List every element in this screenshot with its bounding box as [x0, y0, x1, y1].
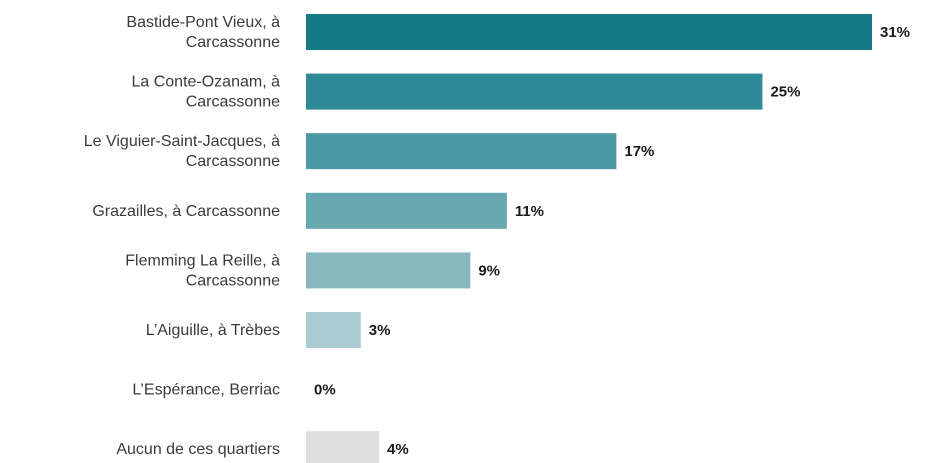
value-label: 0% [314, 382, 336, 399]
value-label: 3% [369, 322, 391, 339]
category-label: Aucun de ces quartiers [116, 441, 280, 458]
value-label: 25% [770, 84, 800, 101]
category-label-line: Carcassonne [186, 94, 280, 111]
category-label-line: Flemming La Reille, à [125, 252, 280, 269]
category-label-line: L’Espérance, Berriac [132, 382, 280, 399]
category-label-line: Carcassonne [186, 153, 280, 170]
category-label-line: L’Aiguille, à Trèbes [146, 322, 280, 339]
bar [306, 14, 872, 50]
bar [306, 192, 507, 229]
bar [306, 133, 617, 170]
category-label: L’Aiguille, à Trèbes [146, 322, 280, 339]
value-label: 17% [624, 143, 654, 160]
value-label: 11% [515, 203, 544, 220]
category-label-line: Aucun de ces quartiers [116, 441, 280, 458]
category-label: Flemming La Reille, à Carcassonne [125, 252, 280, 289]
bar [306, 73, 763, 110]
value-label: 31% [880, 24, 910, 41]
category-label-line: Carcassonne [186, 272, 280, 289]
category-label: Le Viguier-Saint-Jacques, à Carcassonne [84, 133, 280, 170]
bar [306, 431, 380, 463]
category-label: Grazailles, à Carcassonne [92, 203, 280, 220]
category-label: L’Espérance, Berriac [132, 382, 280, 399]
value-label: 9% [478, 262, 500, 279]
category-label-line: Le Viguier-Saint-Jacques, à [84, 133, 280, 150]
value-label: 4% [387, 441, 409, 458]
bar [306, 312, 361, 348]
category-label-line: Grazailles, à Carcassonne [92, 203, 280, 220]
category-label-line: Bastide-Pont Vieux, à [126, 14, 280, 31]
category-label: Bastide-Pont Vieux, à Carcassonne [126, 14, 280, 51]
category-label: La Conte-Ozanam, à Carcassonne [131, 74, 280, 111]
category-label-line: Carcassonne [186, 34, 280, 51]
category-label-line: La Conte-Ozanam, à [131, 74, 280, 91]
bar [306, 252, 471, 289]
